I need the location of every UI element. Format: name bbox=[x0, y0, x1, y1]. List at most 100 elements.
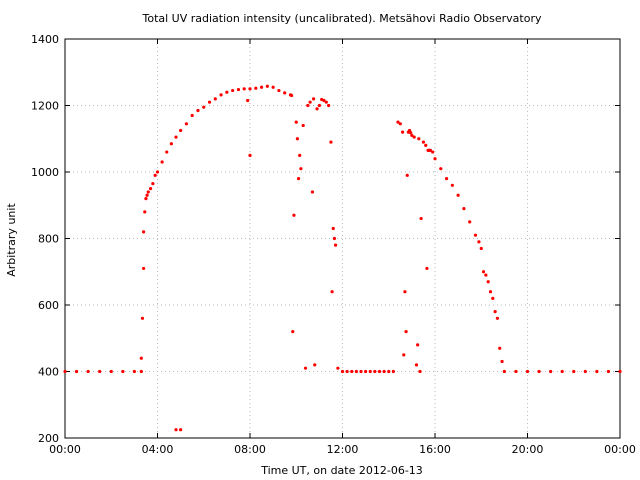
data-point bbox=[165, 150, 169, 154]
y-axis-label: Arbitrary unit bbox=[5, 203, 18, 277]
data-point bbox=[421, 140, 426, 144]
data-point bbox=[336, 366, 340, 370]
data-point bbox=[583, 369, 587, 374]
data-point bbox=[414, 363, 419, 367]
data-point bbox=[225, 90, 229, 94]
data-point bbox=[606, 369, 611, 374]
data-point bbox=[292, 213, 296, 217]
data-point bbox=[140, 316, 145, 320]
data-point bbox=[231, 88, 235, 93]
data-point bbox=[146, 190, 150, 194]
data-point bbox=[486, 280, 490, 284]
data-point bbox=[595, 369, 599, 374]
data-point bbox=[462, 206, 466, 211]
y-tick-label: 200 bbox=[38, 432, 59, 445]
data-point bbox=[148, 187, 153, 191]
data-point bbox=[433, 157, 437, 161]
data-point bbox=[142, 230, 146, 234]
data-point bbox=[248, 87, 252, 91]
data-point bbox=[368, 369, 372, 374]
data-point bbox=[306, 103, 310, 108]
data-point bbox=[500, 359, 504, 364]
data-point bbox=[398, 122, 402, 126]
data-point bbox=[481, 270, 486, 274]
data-point bbox=[468, 220, 472, 224]
data-point bbox=[303, 366, 308, 370]
x-tick-label: 16:00 bbox=[419, 443, 451, 456]
data-point bbox=[354, 369, 358, 374]
data-point bbox=[329, 140, 333, 144]
data-point bbox=[456, 193, 460, 197]
data-point bbox=[572, 369, 576, 374]
data-point bbox=[401, 130, 405, 134]
data-point bbox=[86, 369, 90, 374]
grid-lines bbox=[65, 39, 620, 438]
data-point bbox=[294, 120, 298, 124]
data-point bbox=[382, 369, 386, 374]
data-point bbox=[493, 310, 497, 314]
y-tick-label: 600 bbox=[38, 299, 59, 312]
data-point bbox=[207, 100, 212, 104]
data-point bbox=[560, 369, 564, 374]
data-point bbox=[98, 369, 102, 374]
plot-frame bbox=[64, 38, 621, 439]
data-point bbox=[190, 113, 194, 118]
data-point bbox=[428, 148, 432, 152]
data-point bbox=[142, 266, 146, 271]
data-point bbox=[308, 100, 312, 104]
data-point bbox=[502, 369, 506, 374]
data-point bbox=[259, 85, 264, 89]
data-point bbox=[331, 226, 335, 231]
data-point bbox=[396, 120, 400, 124]
data-point bbox=[350, 369, 354, 374]
data-point bbox=[145, 193, 149, 197]
chart-title: Total UV radiation intensity (uncalibrat… bbox=[142, 12, 542, 25]
y-tick-label: 1000 bbox=[31, 166, 59, 179]
data-point bbox=[139, 356, 143, 360]
data-points bbox=[63, 84, 622, 432]
data-point bbox=[491, 296, 495, 300]
data-point bbox=[373, 369, 377, 374]
data-point bbox=[242, 87, 246, 91]
data-point bbox=[514, 369, 518, 374]
data-point bbox=[155, 170, 160, 174]
data-point bbox=[549, 369, 553, 374]
data-point bbox=[332, 236, 337, 241]
data-point bbox=[391, 369, 395, 374]
data-point bbox=[291, 330, 295, 334]
data-point bbox=[139, 369, 143, 374]
data-point bbox=[404, 330, 408, 334]
x-tick-label: 00:00 bbox=[49, 443, 81, 456]
x-tick-label: 20:00 bbox=[512, 443, 544, 456]
data-point bbox=[179, 428, 183, 432]
data-point bbox=[299, 167, 303, 171]
data-point bbox=[364, 369, 368, 374]
data-point bbox=[63, 369, 67, 374]
data-point bbox=[330, 290, 334, 294]
data-point bbox=[525, 369, 530, 374]
y-axis-ticks: 200 400 600 800 1000 1200 1400 bbox=[31, 33, 620, 445]
data-point bbox=[488, 290, 493, 294]
data-point bbox=[248, 153, 252, 157]
data-point bbox=[74, 369, 79, 374]
data-point bbox=[498, 346, 502, 350]
data-point bbox=[409, 131, 413, 135]
data-point bbox=[277, 88, 281, 93]
data-point bbox=[444, 177, 449, 181]
x-tick-label: 08:00 bbox=[234, 443, 266, 456]
data-point bbox=[327, 103, 331, 108]
data-point bbox=[298, 153, 302, 157]
data-point bbox=[283, 91, 287, 95]
data-point bbox=[301, 123, 305, 128]
data-point bbox=[340, 369, 345, 374]
data-point bbox=[313, 363, 317, 367]
data-point bbox=[254, 86, 258, 90]
y-tick-label: 400 bbox=[38, 366, 59, 379]
data-point bbox=[296, 177, 301, 181]
data-point bbox=[418, 369, 422, 374]
data-point bbox=[477, 240, 481, 244]
data-point bbox=[473, 233, 478, 237]
data-point bbox=[425, 266, 429, 271]
data-point bbox=[271, 85, 275, 89]
